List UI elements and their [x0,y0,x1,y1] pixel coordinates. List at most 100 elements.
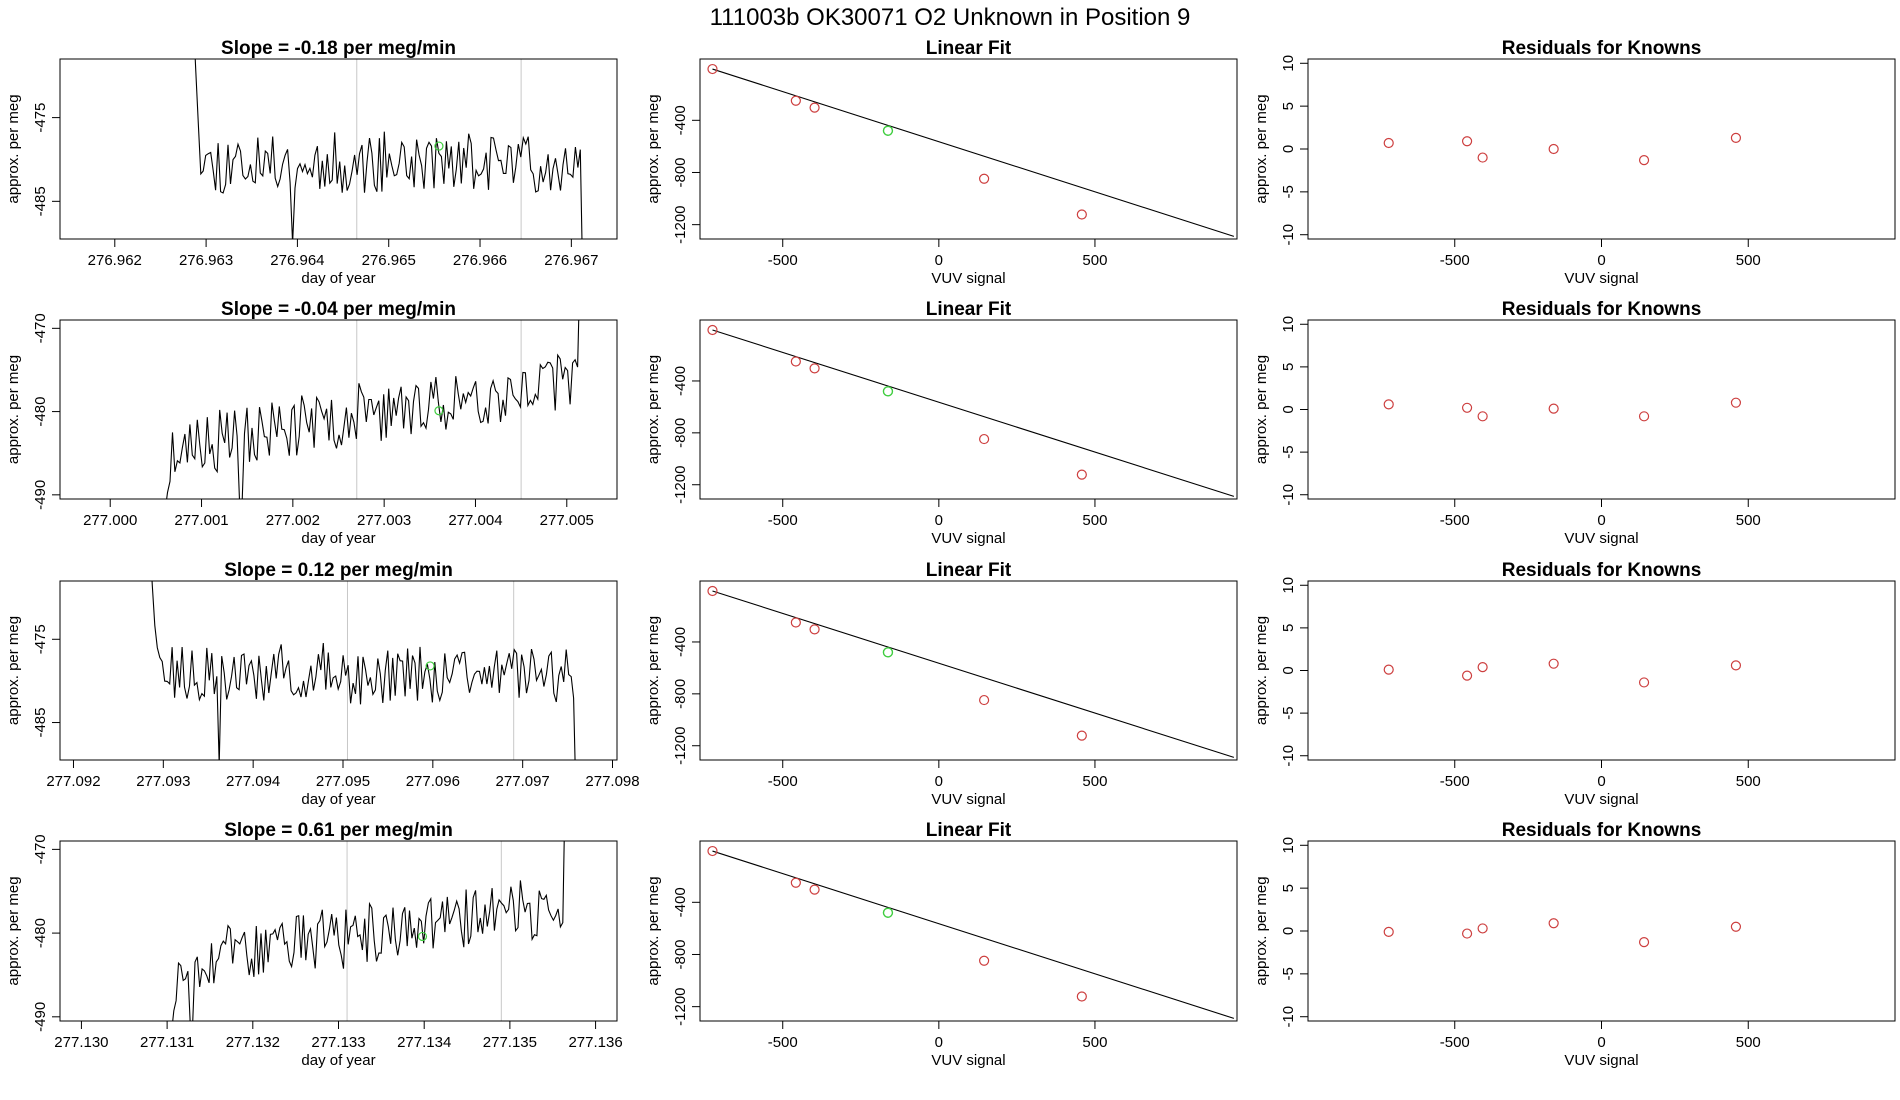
unknown-point [882,647,894,658]
x-tick-label: 277.005 [540,512,594,529]
residual-point [1461,402,1473,413]
x-axis: -500 0 500 VUV signal [1440,238,1761,287]
y-axis: -10 -5 0 5 10 approx. per meg [1253,55,1309,246]
residual-point [1383,926,1394,937]
plot-frame [59,319,618,500]
y-axis-label: approx. per meg [5,876,22,985]
residual-point [1548,918,1559,929]
plot-frame [699,840,1238,1022]
y-tick-label: 0 [1280,666,1297,674]
panel-title: Residuals for Knowns [1502,299,1702,320]
y-tick-label: -10 [1280,224,1297,246]
y-tick-label: -470 [32,313,49,343]
plot-area [151,581,576,760]
y-axis-label: approx. per meg [5,94,22,203]
known-point [809,884,820,895]
x-axis: -500 0 500 VUV signal [768,498,1107,547]
x-tick-label: 277.097 [496,773,550,790]
plot-frame [1307,319,1896,500]
residual-point [1638,155,1650,166]
residual-point [1461,136,1473,147]
x-tick-label: -500 [1440,1034,1470,1051]
y-tick-label: -470 [32,834,49,864]
known-point [790,877,801,888]
residual-point [1477,411,1488,422]
x-axis: 277.000 277.001 277.002 277.003 277.004 277.0… [83,498,594,547]
x-tick-label: 277.131 [140,1034,194,1051]
panel-title: Linear Fit [926,820,1012,841]
residual-point [1638,411,1650,422]
y-tick-label: -10 [1280,1006,1297,1028]
plot-frame [59,580,618,761]
fit-line [712,850,1235,1019]
unknown-mean-marker [425,661,435,671]
y-axis-label: approx. per meg [1253,616,1270,725]
plot-frame [1307,840,1896,1022]
x-tick-label: 277.003 [357,512,411,529]
plot-area [1383,397,1742,422]
x-tick-label: 500 [1736,1034,1761,1051]
y-tick-label: 0 [1280,145,1297,153]
y-tick-label: 10 [1280,577,1297,594]
plot-area [1383,918,1742,948]
signal-trace-line [166,320,580,499]
panel-title: Residuals for Knowns [1502,38,1702,59]
signal-trace-line [194,59,583,239]
y-tick-label: -480 [32,397,49,427]
x-axis-label: day of year [301,791,375,808]
plot-area [707,63,1235,237]
y-tick-label: -490 [32,480,49,510]
x-tick-label: 0 [935,252,943,269]
y-tick-label: -400 [672,105,689,135]
panel-title: Linear Fit [926,560,1012,581]
y-tick-label: 0 [1280,927,1297,935]
x-axis: -500 0 500 VUV signal [1440,1020,1761,1069]
y-axis: -1200 -800 -400 approx. per meg [645,94,701,244]
x-axis: -500 0 500 VUV signal [768,1020,1107,1069]
x-axis-label: day of year [301,1052,375,1069]
residual-point [1638,677,1650,688]
y-axis: -1200 -800 -400 approx. per meg [645,616,701,765]
x-tick-label: 500 [1736,252,1761,269]
x-tick-label: 276.964 [270,252,324,269]
x-tick-label: 277.096 [406,773,460,790]
x-tick-label: -500 [768,252,798,269]
residual-point [1730,660,1742,671]
signal-trace-line [151,581,576,760]
x-tick-label: 277.001 [174,512,228,529]
x-axis-label: VUV signal [931,270,1005,287]
known-point [979,433,990,445]
x-tick-label: -500 [768,1034,798,1051]
known-point [790,95,801,106]
x-tick-label: 276.966 [453,252,507,269]
x-tick-label: 276.967 [544,252,598,269]
y-tick-label: -480 [32,918,49,948]
unknown-point [882,907,894,918]
panel-title: Residuals for Knowns [1502,560,1702,581]
y-axis-label: approx. per meg [5,355,22,464]
y-tick-label: -485 [32,186,49,216]
residual-point [1730,921,1742,932]
x-axis-label: VUV signal [931,530,1005,547]
y-tick-label: -800 [672,679,689,709]
x-tick-label: -500 [768,512,798,529]
x-tick-label: -500 [1440,773,1470,790]
known-point [790,617,801,628]
plot-frame [59,840,618,1022]
x-tick-label: 276.965 [362,252,416,269]
y-tick-label: -485 [32,708,49,738]
panel-title: Linear Fit [926,299,1012,320]
y-tick-label: 10 [1280,837,1297,854]
y-tick-label: -10 [1280,745,1297,767]
known-point [790,356,801,367]
y-axis-label: approx. per meg [645,876,662,985]
fit-panel-row-0: Linear Fit -500 0 500 VUV signal -1200 -800 -40… [645,38,1238,287]
residuals-panel-row-0: Residuals for Knowns -500 0 500 VUV signal -1… [1253,38,1896,287]
unknown-mean-marker [434,141,444,151]
y-tick-label: -5 [1280,706,1297,719]
plot-area [1383,132,1742,166]
y-tick-label: -5 [1280,967,1297,980]
plot-area [194,59,583,239]
plot-area [166,320,580,499]
